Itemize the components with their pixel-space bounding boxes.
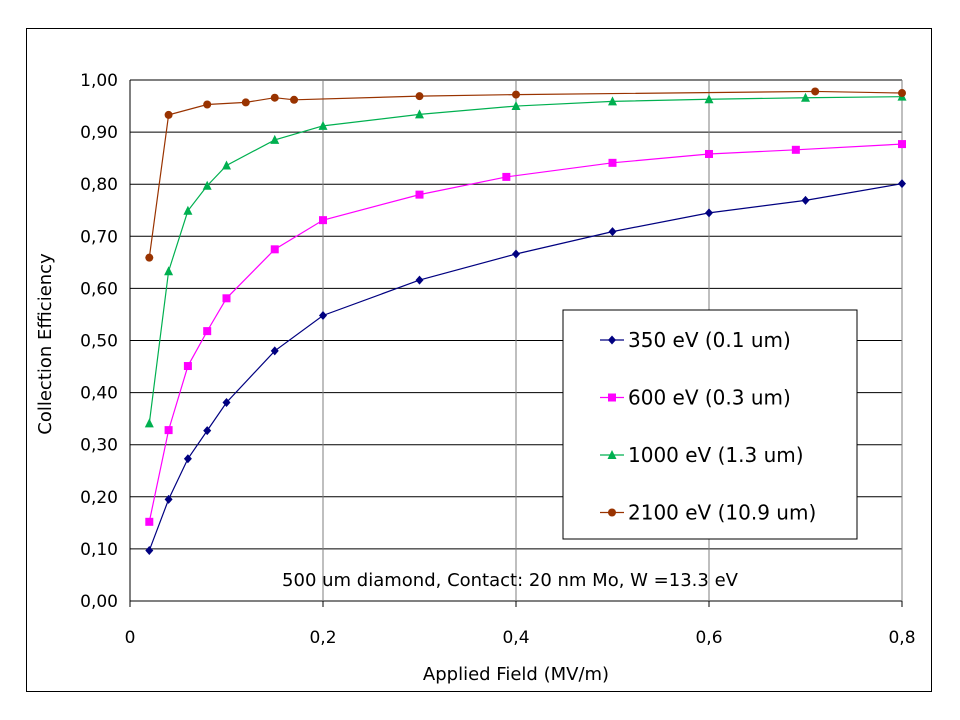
axes: 0,000,100,200,300,400,500,600,700,800,90… [80,71,915,648]
x-tick-label: 0,2 [309,628,336,648]
data-point [203,426,212,436]
x-tick-label: 0,8 [888,628,915,648]
data-point [319,216,327,225]
series-1 [145,179,906,555]
data-point [270,134,280,144]
data-point [203,100,212,109]
data-point [144,418,154,428]
legend-entry: 350 eV (0.1 um) [600,328,791,352]
legend-label: 600 eV (0.3 um) [628,386,791,410]
legend-entry: 600 eV (0.3 um) [600,386,791,410]
y-tick-label: 0,60 [80,279,118,299]
data-point [318,120,328,130]
data-point [270,346,279,356]
data-point [705,208,713,218]
data-point [202,180,212,190]
data-point [608,96,617,106]
data-point [415,190,424,199]
y-tick-label: 0,80 [80,175,118,195]
data-point [222,397,231,407]
legend: 350 eV (0.1 um) 600 eV (0.3 um) 1000 eV (1… [562,309,858,540]
data-point [801,195,810,205]
legend-marker [608,393,616,402]
data-point [704,94,714,104]
legend-box [562,309,858,540]
data-point [898,140,906,149]
data-point [270,93,279,102]
legend-entry: 1000 eV (1.3 um) [600,443,804,467]
data-point [183,205,193,215]
data-point [512,249,520,259]
data-point [164,266,174,276]
y-tick-label: 0,20 [80,488,118,508]
chart-annotation: 500 um diamond, Contact: 20 nm Mo, W =13… [282,570,739,591]
data-point [898,179,906,189]
data-point [222,294,231,303]
data-point [145,517,154,526]
data-point [164,494,173,504]
data-point [415,109,424,119]
y-axis-title: Collection Efficiency [35,253,56,435]
data-point [164,426,173,435]
y-tick-label: 0,70 [80,227,118,247]
y-tick-label: 0,30 [80,436,118,456]
data-point [512,90,520,99]
y-tick-label: 0,10 [80,540,118,560]
x-tick-label: 0 [125,628,136,648]
data-point [502,172,511,181]
data-point [241,98,250,107]
y-tick-label: 0,50 [80,332,118,352]
data-point [801,92,810,102]
data-point [791,145,800,154]
data-point [203,327,212,336]
x-axis-title: Applied Field (MV/m) [423,664,609,685]
y-tick-label: 0,40 [80,384,118,404]
data-point [183,362,192,371]
legend-label: 350 eV (0.1 um) [628,328,791,352]
x-tick-label: 0,4 [502,628,529,648]
data-point [319,310,327,320]
data-point [415,275,424,285]
data-point [145,545,154,555]
data-point [811,87,820,96]
y-tick-label: 0,90 [80,123,118,143]
data-point [415,92,424,101]
data-point [222,160,231,170]
data-point [290,95,299,104]
data-point [183,454,192,464]
y-tick-label: 1,00 [80,71,118,91]
data-point [705,149,713,158]
data-point [164,110,173,119]
series-line [148,90,903,258]
data-point [608,158,617,167]
data-point [145,253,154,262]
y-tick-label: 0,00 [80,592,118,612]
data-point [898,89,906,98]
series-2 [145,140,906,526]
x-tick-label: 0,6 [695,628,722,648]
data-point [270,245,279,254]
legend-entry: 2100 eV (10.9 um) [600,501,816,525]
legend-label: 2100 eV (10.9 um) [628,501,816,525]
legend-marker [608,335,616,345]
data-point [608,227,617,237]
series-4 [145,87,906,262]
legend-label: 1000 eV (1.3 um) [628,443,804,467]
series-layer [144,87,907,555]
data-point [511,101,521,111]
legend-marker [608,508,616,517]
legend-marker [607,450,617,459]
